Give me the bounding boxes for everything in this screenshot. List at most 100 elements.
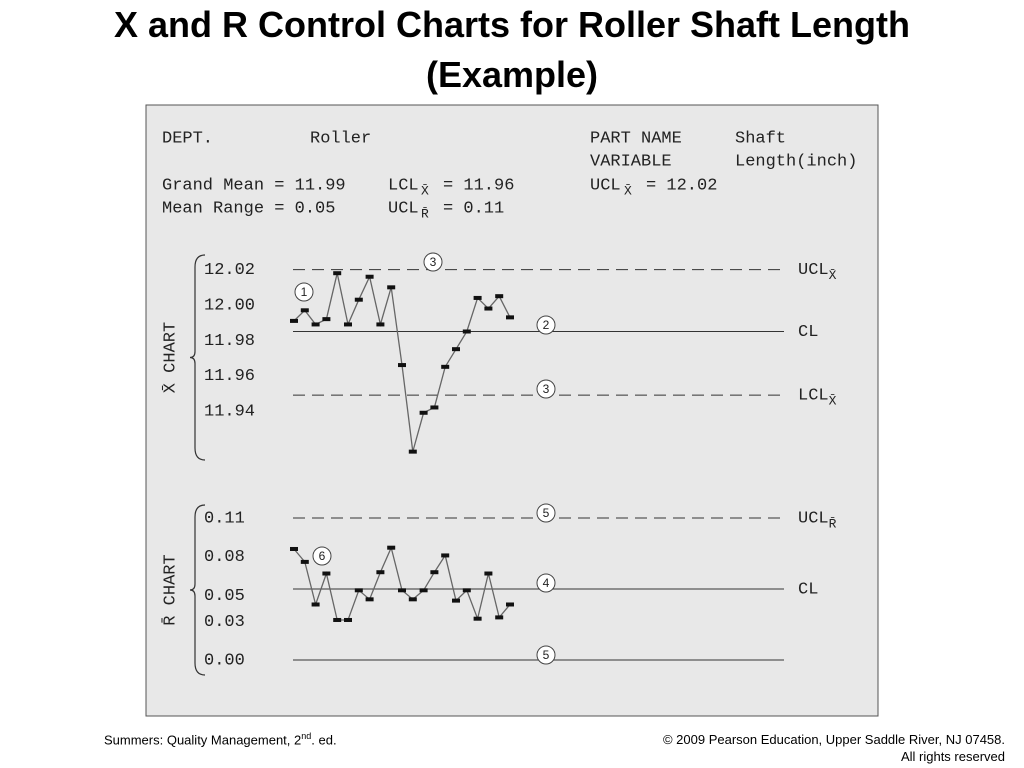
data-point	[441, 553, 450, 558]
header-text: UCL	[590, 176, 621, 195]
header-text: PART NAME	[590, 129, 682, 148]
data-point	[322, 571, 331, 576]
annotation-circle	[423, 252, 443, 272]
data-point	[484, 306, 493, 311]
footer-superscript: nd	[301, 731, 312, 741]
data-point	[300, 559, 309, 564]
control-limit-subscript: X̄	[829, 268, 837, 283]
footer-text: . ed.	[311, 732, 337, 748]
header-text: LCL	[388, 176, 419, 195]
slide-title: X and R Control Charts for Roller Shaft …	[113, 4, 910, 95]
footer-text: Summers: Quality Management, 2	[104, 732, 302, 748]
header-subscript: R̄	[421, 206, 429, 221]
annotation-circle	[536, 645, 556, 665]
data-point	[462, 588, 471, 593]
data-point	[354, 297, 363, 302]
data-point	[311, 602, 320, 607]
data-point	[430, 570, 439, 575]
header-subscript: X̄	[624, 183, 632, 198]
header-text: Length(inch)	[735, 152, 857, 171]
data-point	[398, 588, 406, 593]
header-text: Roller	[310, 129, 371, 148]
y-tick-label: 0.08	[204, 548, 245, 567]
data-point	[344, 617, 352, 622]
data-point	[430, 405, 439, 410]
bracket	[189, 254, 206, 461]
annotation: 3	[430, 255, 437, 269]
header-text: = 0.11	[443, 199, 504, 218]
data-point	[365, 274, 374, 279]
data-point	[506, 315, 514, 320]
y-tick-label: 11.94	[204, 402, 255, 421]
y-tick-label: 11.98	[204, 332, 255, 351]
data-point	[365, 597, 374, 602]
header-text: VARIABLE	[590, 152, 672, 171]
data-point	[419, 410, 428, 415]
control-limit-label: CL	[798, 323, 818, 342]
data-point	[354, 588, 363, 593]
footer-text: All rights reserved	[900, 749, 1005, 764]
data-point	[322, 317, 331, 322]
annotation: 5	[543, 648, 550, 662]
footer-right: © 2009 Pearson Education, Upper Saddle R…	[663, 731, 1005, 765]
header-text: Shaft	[735, 129, 786, 148]
data-point	[333, 271, 342, 276]
data-point	[462, 329, 471, 334]
data-point	[387, 545, 396, 550]
y-axis-label: R̄ CHART	[161, 554, 180, 625]
header-text: UCL	[388, 199, 419, 218]
annotation-circle	[312, 546, 332, 566]
y-tick-label: 0.11	[204, 509, 245, 528]
data-point	[408, 597, 417, 602]
header-text: DEPT.	[162, 129, 213, 148]
control-limit-label: LCL	[798, 387, 829, 406]
data-point	[506, 602, 514, 607]
control-limit-label: UCL	[798, 509, 829, 528]
control-limit-subscript: R̄	[829, 516, 837, 531]
data-point	[408, 449, 417, 454]
header-text: Mean Range = 0.05	[162, 199, 335, 218]
control-limit-label: CL	[798, 580, 818, 599]
header-text: = 12.02	[646, 176, 717, 195]
header-subscript: X̄	[421, 183, 429, 198]
y-tick-label: 12.02	[204, 261, 255, 280]
y-tick-label: 0.05	[204, 587, 245, 606]
data-point	[376, 570, 385, 575]
annotation: 3	[543, 382, 550, 396]
data-point	[376, 322, 385, 327]
bracket	[189, 504, 206, 676]
data-point	[300, 308, 309, 313]
data-point	[495, 294, 504, 299]
chart-panel	[145, 104, 879, 717]
control-limit-label: UCL	[798, 261, 829, 280]
control-limit-subscript: X̄	[829, 394, 837, 409]
data-point	[290, 318, 298, 323]
y-tick-label: 0.00	[204, 651, 245, 670]
data-point	[419, 588, 428, 593]
annotation-circle	[294, 282, 314, 302]
data-point	[452, 347, 460, 352]
data-point	[441, 364, 450, 369]
data-point	[311, 322, 320, 327]
header-text: Grand Mean = 11.99	[162, 176, 346, 195]
y-tick-label: 11.96	[204, 367, 255, 386]
annotation-circle	[536, 573, 556, 593]
annotation-circle	[536, 379, 556, 399]
data-point	[387, 285, 396, 290]
annotation: 2	[543, 318, 550, 332]
y-tick-label: 0.03	[204, 613, 245, 632]
annotation: 4	[543, 576, 550, 590]
data-point	[473, 295, 482, 300]
y-tick-label: 12.00	[204, 296, 255, 315]
annotation: 5	[543, 506, 550, 520]
footer-text: © 2009 Pearson Education, Upper Saddle R…	[662, 732, 1005, 747]
footer-left: Summers: Quality Management, 2nd. ed.	[104, 731, 337, 747]
data-point	[495, 615, 504, 620]
data-point	[473, 616, 482, 621]
data-point	[452, 598, 460, 603]
data-point	[398, 363, 406, 368]
header-text: = 11.96	[443, 176, 514, 195]
data-point	[333, 617, 342, 622]
